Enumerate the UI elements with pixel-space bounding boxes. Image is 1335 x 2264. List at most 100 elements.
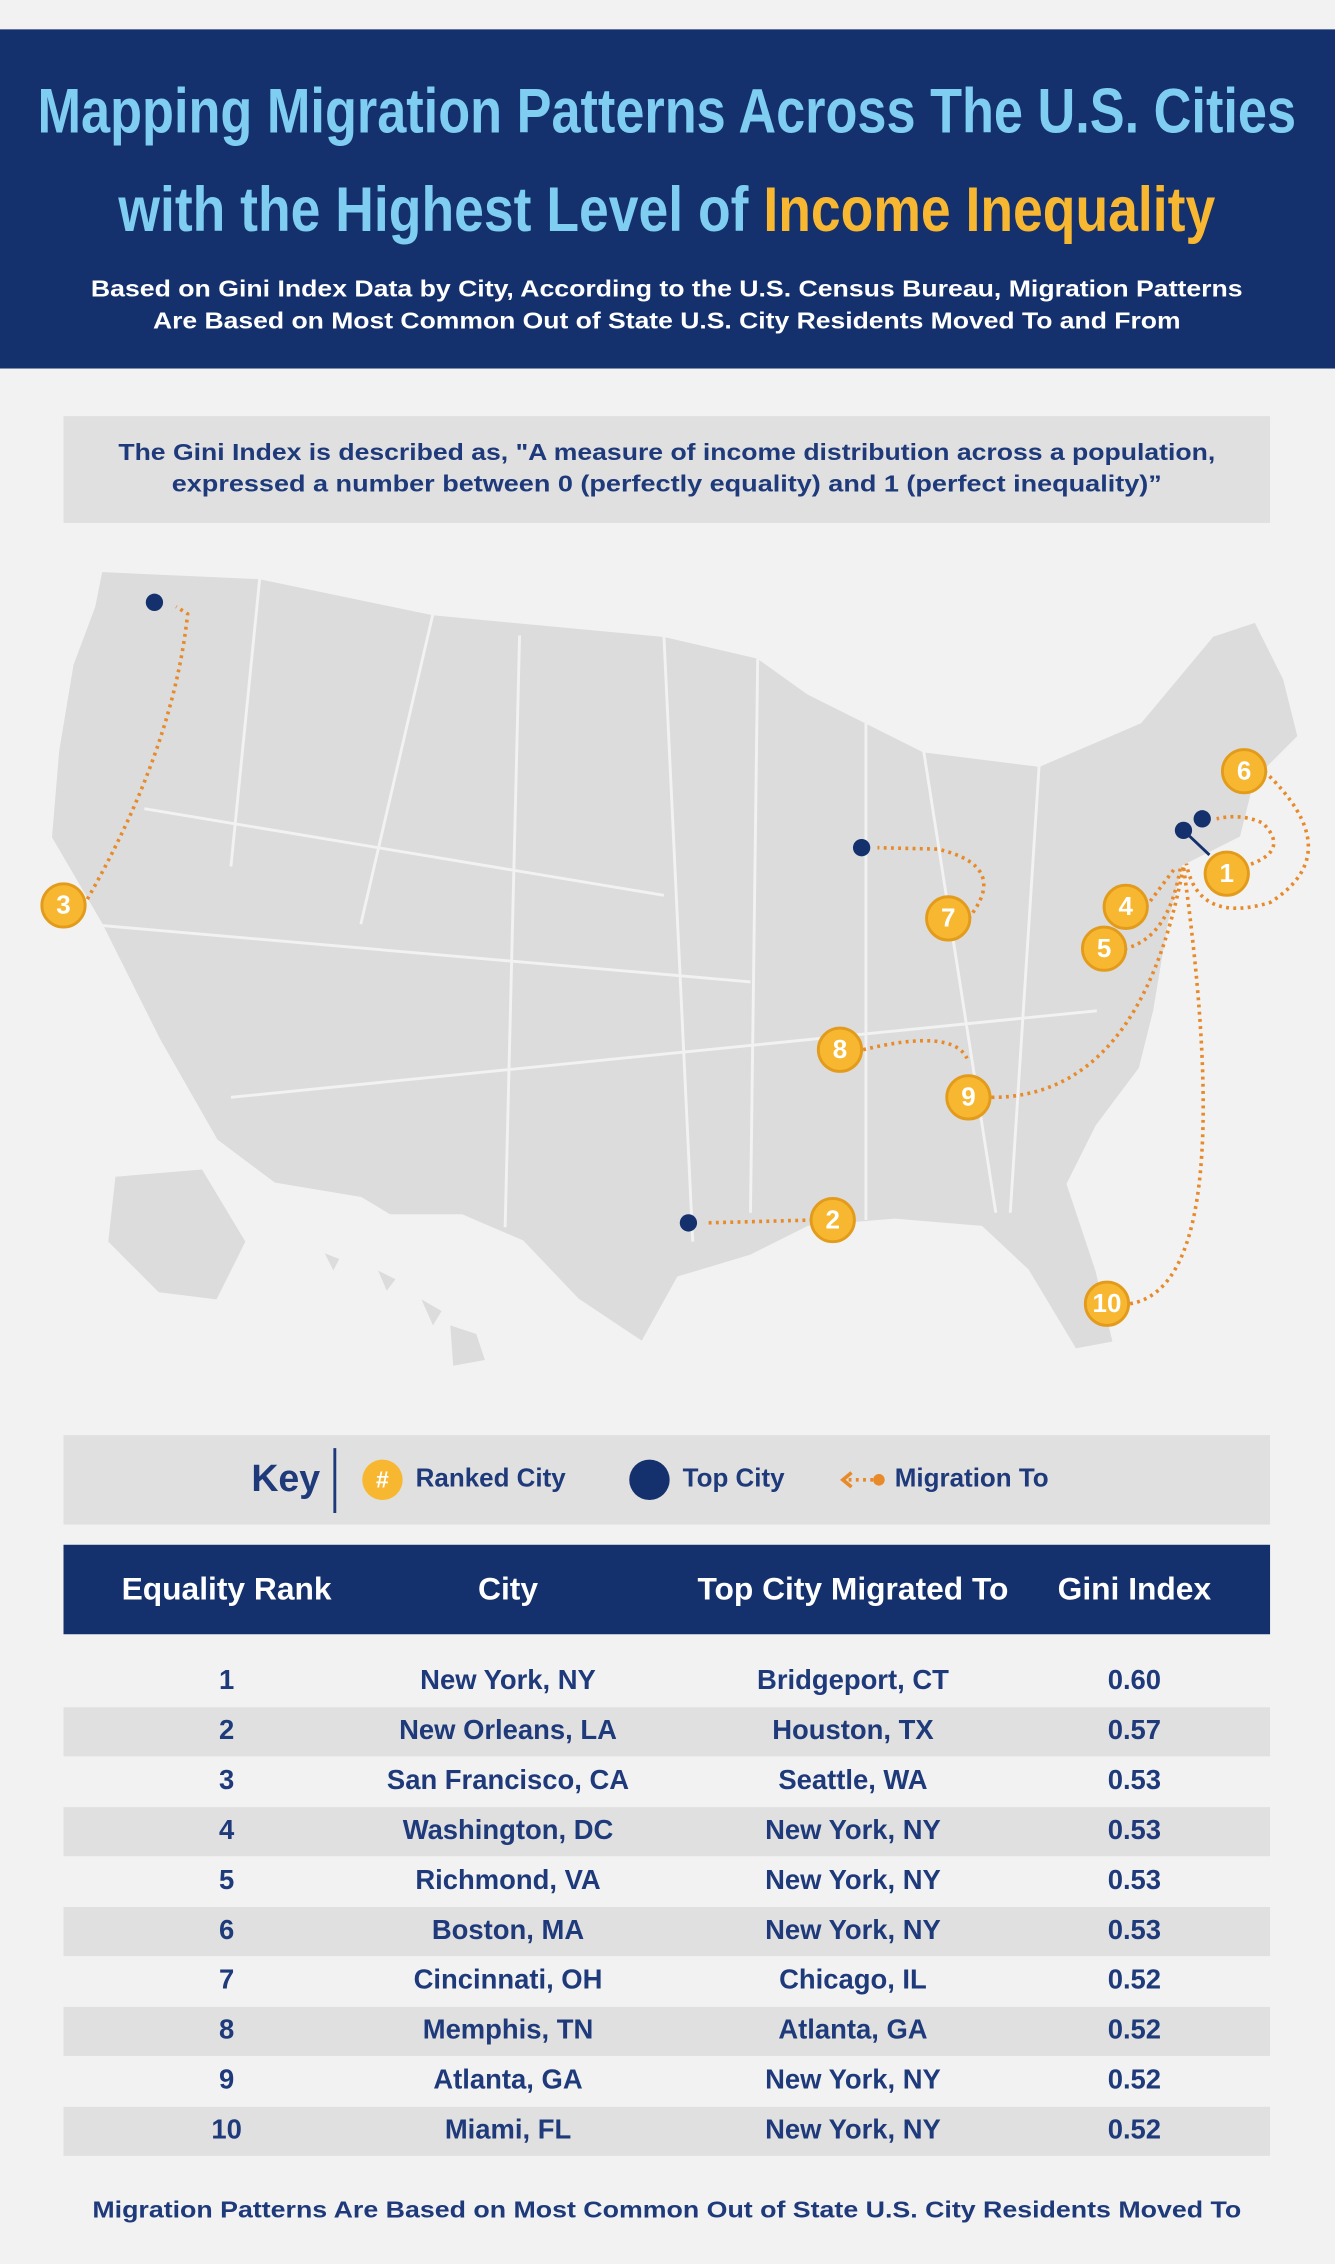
key-rank-icon [362, 1459, 403, 1501]
table-cell: Seattle, WA [778, 1764, 927, 1795]
rank-marker-label: 10 [1093, 1288, 1122, 1318]
migration-path [82, 605, 190, 907]
rank-marker [1083, 1280, 1131, 1327]
table-header: Gini Index [1058, 1570, 1212, 1606]
title-line-1: Mapping Migration Patterns Across The U.… [38, 77, 1297, 147]
table-cell: 0.53 [1108, 1914, 1161, 1945]
row-shade [63, 1707, 1271, 1757]
table-cell: New Orleans, LA [399, 1714, 617, 1745]
table-cell: Chicago, IL [779, 1964, 927, 1995]
rank-marker [1220, 748, 1268, 795]
rank-marker [816, 1026, 864, 1073]
table-header: City [478, 1570, 538, 1606]
rank-marker-label: 1 [1220, 858, 1234, 888]
key-top-icon [629, 1459, 670, 1501]
subtitle: Are Based on Most Common Out of State U.… [153, 307, 1181, 333]
table-cell: Cincinnati, OH [414, 1964, 603, 1995]
table-cell: 0.53 [1108, 1864, 1161, 1895]
key-label: Top City [683, 1463, 785, 1493]
row-shade [63, 2106, 1271, 2156]
row-shade [63, 1807, 1271, 1857]
key-rank-symbol: # [376, 1466, 389, 1492]
title-highlight: Income Inequality [763, 175, 1215, 245]
migration-path [1129, 866, 1205, 1306]
table-cell: 0.52 [1108, 2014, 1161, 2045]
title-line-2: with the Highest Level of Income Inequal… [118, 175, 1216, 245]
table-cell: 0.53 [1108, 1764, 1161, 1795]
table-cell: Bridgeport, CT [757, 1664, 949, 1695]
table-cell: 3 [219, 1764, 234, 1795]
table-cell: Washington, DC [403, 1814, 614, 1845]
rank-marker-label: 3 [56, 890, 70, 920]
note: The Gini Index is described as, "A measu… [118, 439, 1215, 465]
migration-path [862, 1038, 969, 1060]
table-cell: 5 [219, 1864, 234, 1895]
subtitle: Based on Gini Index Data by City, Accord… [91, 276, 1243, 302]
table-cell: New York, NY [765, 2064, 941, 2095]
title-part: with the Highest Level of [118, 175, 764, 245]
rank-marker [40, 882, 87, 929]
table-cell: 6 [219, 1914, 234, 1945]
key-title: Key [251, 1457, 320, 1499]
table-cell: New York, NY [765, 2114, 941, 2145]
table-cell: 0.52 [1108, 2114, 1161, 2145]
table-cell: New York, NY [420, 1664, 596, 1695]
footer: Migration Patterns Are Based on Most Com… [92, 2197, 1241, 2223]
migration-path [991, 866, 1186, 1100]
table-cell: Atlanta, GA [433, 2064, 582, 2095]
table-cell: Richmond, VA [415, 1864, 600, 1895]
rank-marker [1203, 850, 1250, 897]
rank-marker-label: 9 [961, 1082, 975, 1112]
table-cell: 7 [219, 1964, 234, 1995]
state-borders [86, 577, 1098, 1242]
rank-marker-label: 8 [833, 1034, 847, 1064]
table-cell: 1 [219, 1664, 234, 1695]
top-city-dot [852, 839, 871, 857]
rank-marker [945, 1074, 992, 1121]
table-cell: New York, NY [765, 1864, 941, 1895]
rank-marker [809, 1196, 856, 1244]
rank-marker [1080, 925, 1128, 972]
table-header: Top City Migrated To [697, 1570, 1008, 1606]
hawaii [324, 1253, 485, 1366]
table-cell: Boston, MA [432, 1914, 584, 1945]
alaska [108, 1169, 246, 1300]
table-cell: 0.53 [1108, 1814, 1161, 1845]
connector [1182, 829, 1211, 856]
top-city-dot [679, 1214, 698, 1232]
table-cell: Miami, FL [445, 2114, 571, 2145]
top-city-dot [145, 593, 164, 611]
table-cell: New York, NY [765, 1914, 941, 1945]
migration-path [1184, 769, 1311, 911]
rank-marker-label: 7 [941, 903, 955, 933]
table-header: Equality Rank [122, 1570, 332, 1606]
table-cell: 10 [211, 2114, 241, 2145]
row-shade [63, 1907, 1271, 1957]
migration-path [1123, 866, 1183, 951]
table-cell: Houston, TX [772, 1714, 934, 1745]
key-label: Ranked City [416, 1463, 567, 1493]
table-cell: Memphis, TN [423, 2014, 594, 2045]
note: expressed a number between 0 (perfectly … [172, 471, 1162, 497]
rank-marker-label: 5 [1097, 933, 1111, 963]
table-cell: 2 [219, 1714, 234, 1745]
table-cell: 0.52 [1108, 2064, 1161, 2095]
rank-marker [925, 895, 972, 942]
row-shade [63, 2006, 1271, 2056]
table-cell: 0.52 [1108, 1964, 1161, 1995]
rank-marker [1102, 883, 1149, 930]
top-city-dot [1193, 810, 1211, 828]
table-cell: New York, NY [765, 1814, 941, 1845]
header-band [0, 29, 1335, 369]
rank-marker-label: 6 [1237, 755, 1251, 785]
migration-path [1144, 865, 1178, 908]
rank-marker-label: 2 [826, 1204, 840, 1234]
table-cell: 0.57 [1108, 1714, 1161, 1745]
table-cell: San Francisco, CA [387, 1764, 629, 1795]
table-cell: 4 [219, 1814, 235, 1845]
key-label: Migration To [895, 1463, 1049, 1493]
table-cell: 9 [219, 2064, 234, 2095]
key-migration-dot [873, 1474, 885, 1486]
